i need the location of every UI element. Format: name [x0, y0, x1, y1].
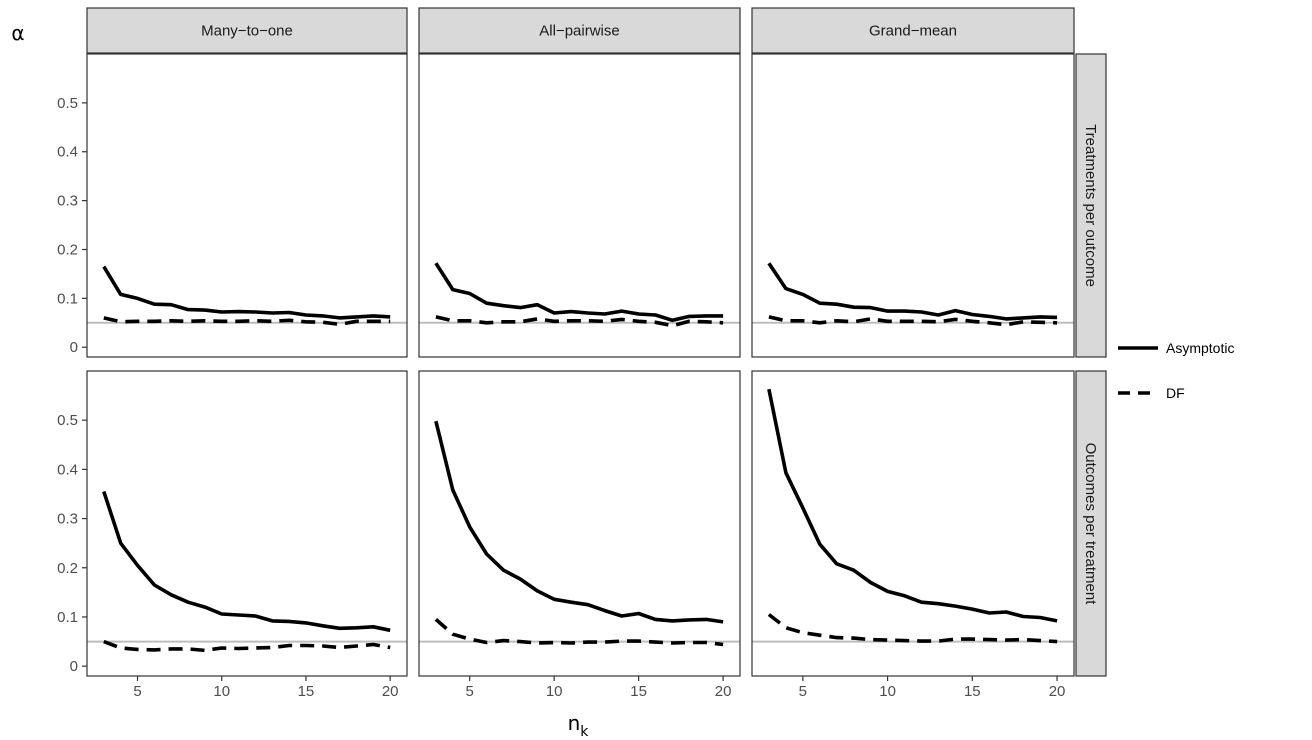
series-line-asymptotic [102, 265, 391, 320]
x-tick-label: 15 [298, 683, 315, 700]
y-axis-title: α [11, 21, 24, 45]
y-tick-label: 0.1 [57, 290, 78, 307]
strip-treatments-per-outcome [1075, 53, 1107, 358]
strip-many-to-one [86, 7, 408, 54]
y-tick-label: 0 [70, 658, 78, 675]
series-line-asymptotic [434, 420, 724, 624]
panel-r2-c3: 5 10 15 20 [751, 370, 1075, 700]
x-tick-label: 5 [133, 683, 141, 700]
legend-item-df: DF [1118, 385, 1185, 401]
x-tick-label: 20 [715, 683, 732, 700]
panel-border [418, 370, 741, 677]
series-line-df [103, 316, 391, 327]
strip-label-many-to-one: Many−to−one [201, 23, 293, 40]
x-tick-label: 15 [964, 683, 981, 700]
x-tick-label: 15 [630, 683, 647, 700]
series-line-df [103, 639, 391, 653]
strip-all-pairwise [418, 7, 741, 54]
strip-label-treatments-per-outcome: Treatments per outcome [1082, 124, 1099, 287]
y-tick-label: 0.4 [57, 144, 78, 161]
strip-label-all-pairwise: All−pairwise [539, 23, 619, 40]
panel-background [419, 54, 740, 357]
series-line-df [434, 618, 724, 647]
y-tick-label: 0.3 [57, 193, 78, 210]
panel-background [87, 54, 407, 357]
legend-item-asymptotic: Asymptotic [1118, 340, 1234, 356]
y-tick-label: 0.5 [57, 412, 78, 429]
panel-background [752, 371, 1074, 676]
panel-border [86, 370, 408, 677]
strip-grand-mean [751, 7, 1075, 54]
facet-grid: Many−to−one All−pairwise Grand−mean Treatme… [57, 7, 1107, 700]
series-line-df [435, 315, 724, 328]
strip-label-outcomes-per-treatment: Outcomes per treatment [1082, 443, 1099, 606]
panel-border [751, 53, 1075, 358]
panel-r2-c2: 5 10 15 20 [418, 370, 741, 700]
panel-r1-c1: 0 0.1 0.2 0.3 0.4 0.5 [57, 53, 408, 358]
panel-r1-c3 [751, 53, 1075, 358]
x-axis-title-main: n [568, 711, 581, 735]
panel-r2-c1: 5 10 15 20 0 0.1 0.2 0.3 0.4 0.5 [57, 370, 408, 700]
panel-border [86, 53, 408, 358]
legend-label-asymptotic: Asymptotic [1166, 340, 1234, 356]
legend: Asymptotic DF [1118, 340, 1234, 401]
panel-background [87, 371, 407, 676]
panel-r1-c2 [418, 53, 741, 358]
series-line-df [767, 613, 1058, 644]
y-tick-label: 0.2 [57, 560, 78, 577]
y-tick-label: 0.4 [57, 461, 78, 478]
series-line-asymptotic [102, 490, 391, 633]
y-tick-label: 0.1 [57, 609, 78, 626]
x-tick-label: 5 [799, 683, 807, 700]
panel-border [418, 53, 741, 358]
y-tick-label: 0.3 [57, 511, 78, 528]
x-tick-label: 20 [382, 683, 399, 700]
x-axis-title: nk [568, 711, 590, 740]
x-tick-label: 10 [546, 683, 563, 700]
strip-label-grand-mean: Grand−mean [869, 23, 957, 40]
x-tick-label: 5 [466, 683, 474, 700]
series-line-asymptotic [767, 262, 1058, 321]
panel-border [751, 370, 1075, 677]
series-line-df [768, 315, 1058, 327]
x-tick-label: 10 [879, 683, 896, 700]
panel-background [752, 54, 1074, 357]
x-tick-label: 20 [1049, 683, 1066, 700]
y-tick-label: 0 [70, 339, 78, 356]
x-axis-title-subscript: k [580, 724, 589, 740]
x-tick-label: 10 [213, 683, 230, 700]
y-tick-label: 0.5 [57, 95, 78, 112]
series-line-asymptotic [767, 388, 1058, 623]
strip-outcomes-per-treatment [1075, 370, 1107, 677]
legend-label-df: DF [1166, 385, 1185, 401]
y-tick-label: 0.2 [57, 241, 78, 258]
series-line-asymptotic [434, 262, 724, 323]
panel-background [419, 371, 740, 676]
